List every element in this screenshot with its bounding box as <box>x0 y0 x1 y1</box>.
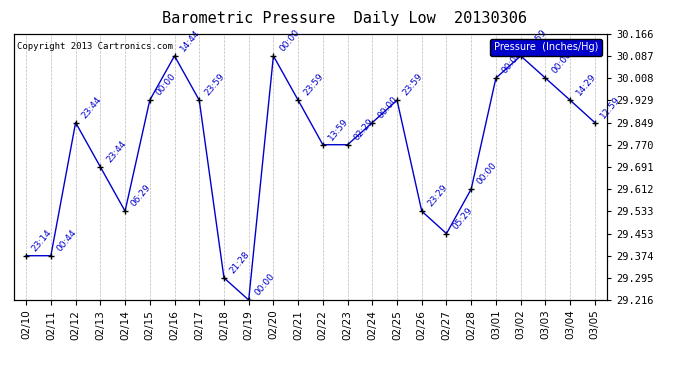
Text: 23:59: 23:59 <box>401 72 424 98</box>
Text: 14:29: 14:29 <box>574 72 598 98</box>
Text: 23:14: 23:14 <box>30 228 54 253</box>
Text: 00:44: 00:44 <box>55 228 79 253</box>
Text: 23:59: 23:59 <box>204 72 227 98</box>
Text: 23:29: 23:29 <box>426 183 449 209</box>
Text: 05:29: 05:29 <box>451 205 474 231</box>
Text: 02:29: 02:29 <box>352 117 375 142</box>
Text: 06:29: 06:29 <box>129 183 152 209</box>
Text: 00:00: 00:00 <box>475 160 499 186</box>
Text: 00:00: 00:00 <box>500 50 524 75</box>
Text: 00:00: 00:00 <box>154 72 177 98</box>
Text: 12:59: 12:59 <box>599 94 622 120</box>
Text: 14:44: 14:44 <box>179 28 202 53</box>
Text: 13:59: 13:59 <box>327 116 351 142</box>
Text: 00:00: 00:00 <box>253 272 277 297</box>
Text: 21:28: 21:28 <box>228 250 251 275</box>
Text: 00:00: 00:00 <box>549 50 573 75</box>
Text: 00:00: 00:00 <box>277 27 301 53</box>
Text: 23:59: 23:59 <box>302 72 326 98</box>
Text: 23:59: 23:59 <box>525 28 549 53</box>
Text: 00:00: 00:00 <box>377 94 400 120</box>
Text: Barometric Pressure  Daily Low  20130306: Barometric Pressure Daily Low 20130306 <box>163 11 527 26</box>
Legend: Pressure  (Inches/Hg): Pressure (Inches/Hg) <box>490 39 602 56</box>
Text: Copyright 2013 Cartronics.com: Copyright 2013 Cartronics.com <box>17 42 172 51</box>
Text: 23:44: 23:44 <box>80 94 103 120</box>
Text: 23:44: 23:44 <box>104 139 128 164</box>
